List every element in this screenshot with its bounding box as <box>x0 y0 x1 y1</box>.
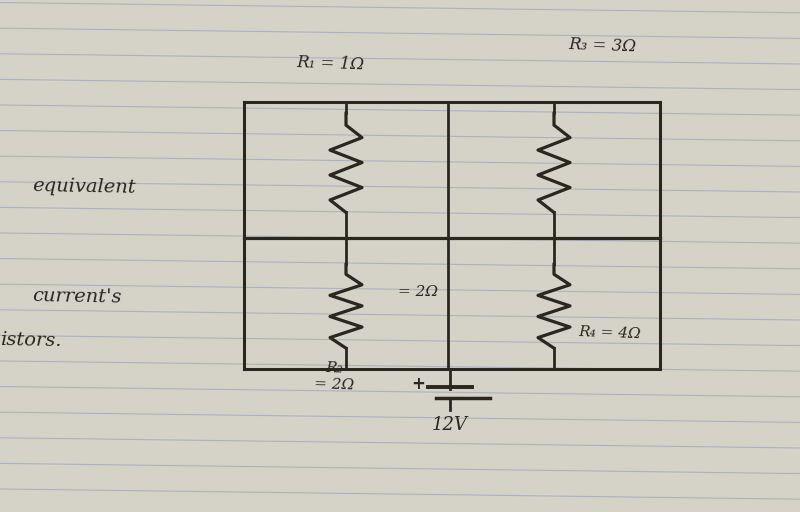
Text: equivalent: equivalent <box>32 177 136 197</box>
Text: R₃ = 3Ω: R₃ = 3Ω <box>568 36 636 56</box>
Text: 12V: 12V <box>432 416 468 434</box>
Text: R₂
= 2Ω: R₂ = 2Ω <box>314 360 354 392</box>
Text: = 2Ω: = 2Ω <box>398 285 438 298</box>
Text: R₄ = 4Ω: R₄ = 4Ω <box>578 325 642 341</box>
Text: istors.: istors. <box>0 331 62 350</box>
Text: +: + <box>411 375 425 393</box>
Bar <box>0 256 800 512</box>
Text: current's: current's <box>32 287 122 307</box>
Bar <box>0 448 800 512</box>
Bar <box>0 128 800 512</box>
Text: R₁ = 1Ω: R₁ = 1Ω <box>296 54 364 74</box>
Bar <box>0 64 800 512</box>
Bar <box>0 384 800 512</box>
Bar <box>0 192 800 512</box>
Bar <box>0 320 800 512</box>
